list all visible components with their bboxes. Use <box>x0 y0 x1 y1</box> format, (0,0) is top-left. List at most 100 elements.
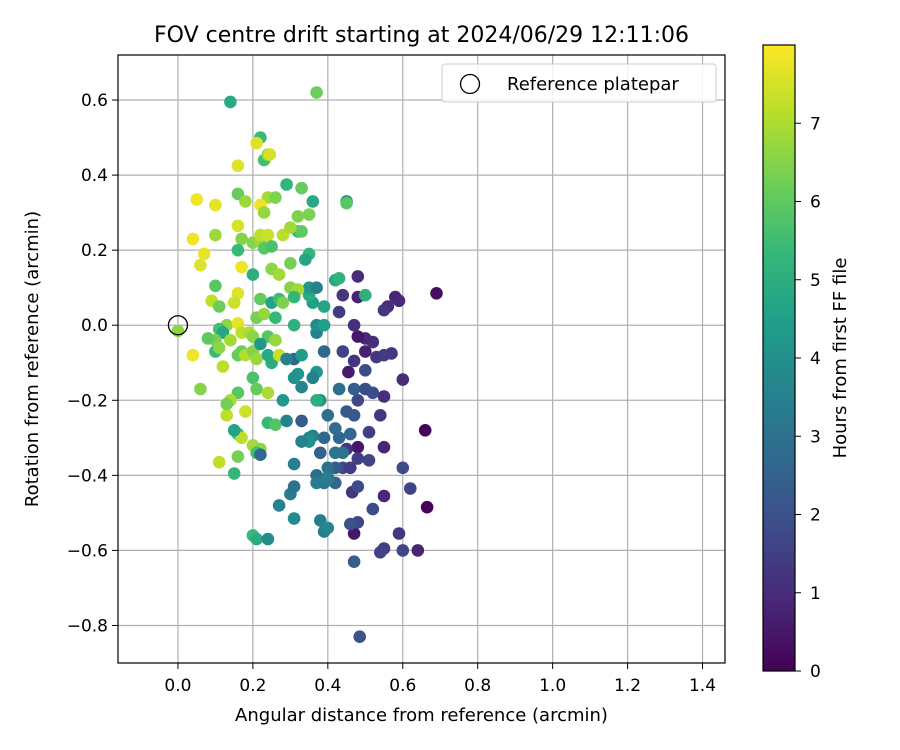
data-point <box>227 424 241 437</box>
data-point <box>276 394 290 407</box>
data-point <box>347 354 361 368</box>
colorbar: 0 1 2 3 4 5 6 7 Hours from first FF file <box>762 44 851 682</box>
data-point <box>246 371 260 385</box>
data-point <box>250 352 263 366</box>
data-point <box>235 232 248 246</box>
y-tick-label: 0.0 <box>81 316 108 336</box>
data-point <box>295 435 308 448</box>
data-point <box>276 296 290 310</box>
data-point <box>321 470 335 484</box>
data-point <box>310 86 323 99</box>
data-point <box>329 446 342 460</box>
data-point <box>254 337 267 351</box>
data-point <box>186 232 200 246</box>
data-point <box>212 455 226 469</box>
data-point <box>321 461 335 475</box>
data-point <box>209 279 222 293</box>
colorbar-tick-label: 0 <box>810 662 821 682</box>
data-point <box>287 318 301 332</box>
data-point <box>227 296 241 310</box>
data-point <box>362 454 376 467</box>
data-point <box>344 427 357 441</box>
colorbar-gradient <box>762 44 796 672</box>
data-point <box>359 288 372 302</box>
data-point <box>287 480 301 493</box>
x-tick-label: 1.4 <box>689 676 716 696</box>
data-point <box>418 424 432 437</box>
data-point <box>332 382 346 396</box>
colorbar-tick-label: 3 <box>810 427 821 447</box>
x-axis-ticks: 0.0 0.2 0.4 0.6 0.8 1.0 1.2 1.4 <box>164 663 716 696</box>
data-point <box>374 546 387 559</box>
legend: Reference platepar <box>441 63 717 103</box>
data-point <box>272 268 286 281</box>
data-point <box>314 446 327 460</box>
data-point <box>347 382 361 396</box>
data-point <box>212 300 226 313</box>
data-point <box>216 360 230 373</box>
data-point <box>392 527 406 540</box>
colorbar-tick-label: 7 <box>810 114 821 134</box>
legend-box <box>441 63 717 103</box>
data-point <box>396 544 410 557</box>
data-point <box>332 272 346 285</box>
data-point <box>287 457 301 471</box>
y-tick-label: 0.2 <box>81 241 108 261</box>
data-point <box>235 260 248 274</box>
data-point <box>351 452 365 465</box>
data-point <box>261 228 275 242</box>
x-tick-label: 1.0 <box>539 676 566 696</box>
data-point <box>280 178 293 191</box>
data-point <box>353 630 367 643</box>
data-point <box>295 225 308 238</box>
data-point <box>302 208 316 221</box>
data-points <box>171 86 443 643</box>
data-point <box>231 219 245 233</box>
data-point <box>250 382 263 396</box>
data-point <box>220 397 233 411</box>
data-point <box>261 532 275 546</box>
data-point <box>377 390 391 403</box>
data-point <box>295 380 308 394</box>
data-point <box>310 394 323 407</box>
reference-point-marker <box>167 315 189 336</box>
data-point <box>396 461 410 475</box>
data-point <box>377 303 391 317</box>
colorbar-tick-label: 1 <box>810 584 821 604</box>
data-point <box>280 414 293 428</box>
x-axis-label: Angular distance from reference (arcmin) <box>235 705 608 726</box>
data-point <box>299 253 312 266</box>
data-point <box>280 352 293 366</box>
data-point <box>420 500 434 514</box>
data-point <box>261 386 275 400</box>
data-point <box>209 228 222 242</box>
x-tick-label: 0.4 <box>314 676 341 696</box>
data-point <box>246 268 260 281</box>
data-point <box>269 191 282 204</box>
y-tick-label: 0.6 <box>81 91 108 111</box>
data-point <box>231 243 245 257</box>
chart-title: FOV centre drift starting at 2024/06/29 … <box>154 23 689 48</box>
colorbar-tick-label: 2 <box>810 506 821 526</box>
data-point <box>295 348 308 362</box>
data-point <box>269 311 282 325</box>
data-point <box>411 544 425 557</box>
data-point <box>404 482 417 495</box>
x-tick-label: 1.2 <box>614 676 641 696</box>
data-point <box>377 440 391 454</box>
x-tick-label: 0.0 <box>164 676 191 696</box>
data-point <box>220 409 233 422</box>
data-point <box>342 365 355 379</box>
data-point <box>263 148 277 161</box>
data-point <box>336 288 350 302</box>
data-point <box>224 333 237 347</box>
data-point <box>336 345 350 358</box>
colorbar-tick-label: 6 <box>810 193 821 213</box>
data-point <box>362 425 376 439</box>
data-point <box>284 221 297 234</box>
data-point <box>254 292 267 306</box>
data-point <box>231 159 245 172</box>
x-tick-label: 0.6 <box>389 676 416 696</box>
data-point <box>190 193 203 206</box>
data-point <box>374 409 387 422</box>
